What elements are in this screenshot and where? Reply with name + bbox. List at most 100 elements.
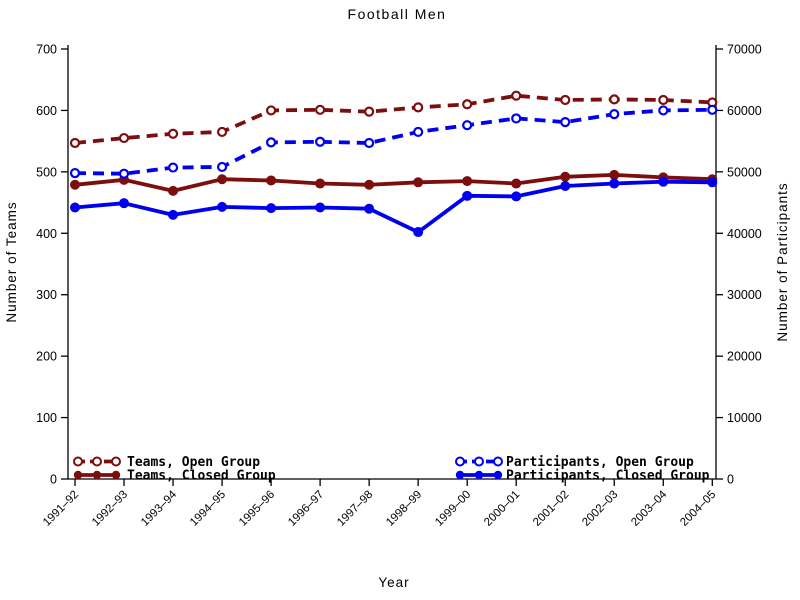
legend-sample-marker xyxy=(73,456,83,467)
series-marker-teams-closed-group xyxy=(217,174,228,185)
right-axis-tick-label: 30000 xyxy=(727,288,762,302)
left-axis-title: Number of Teams xyxy=(4,201,19,322)
series-marker-teams-closed-group xyxy=(70,179,80,190)
series-marker-participants-open-group xyxy=(658,105,669,116)
left-axis-tick-label: 400 xyxy=(36,227,57,241)
legend-sample-marker xyxy=(493,470,503,480)
series-marker-participants-closed-group xyxy=(462,190,473,201)
series-marker-participants-closed-group xyxy=(413,227,424,238)
chart-title: Football Men xyxy=(348,6,447,22)
series-marker-participants-open-group xyxy=(315,136,326,147)
left-axis-tick-label: 500 xyxy=(36,165,57,179)
series-marker-participants-open-group xyxy=(609,109,620,120)
legend-item-teams-open-group: Teams, Open Group xyxy=(73,455,260,470)
series-marker-participants-closed-group xyxy=(658,176,669,187)
left-axis-tick-label: 0 xyxy=(50,473,57,487)
left-axis-tick-label: 600 xyxy=(36,104,57,118)
series-marker-participants-closed-group xyxy=(217,201,228,212)
series-marker-participants-closed-group xyxy=(511,191,522,202)
series-marker-participants-open-group xyxy=(364,137,375,149)
series-marker-participants-open-group xyxy=(216,161,228,173)
series-marker-teams-open-group xyxy=(658,94,669,106)
right-axis-tick-label: 10000 xyxy=(727,411,762,425)
right-axis-tick-label: 50000 xyxy=(727,165,762,179)
series-marker-teams-open-group xyxy=(69,137,81,149)
legend-item-participants-open-group: Participants, Open Group xyxy=(455,455,694,470)
x-axis-tick-label: 1998–99 xyxy=(384,489,424,529)
right-axis-title: Number of Participants xyxy=(775,182,790,341)
legend-label: Teams, Open Group xyxy=(127,455,260,470)
series-marker-participants-closed-group xyxy=(119,198,130,209)
legend-sample-marker xyxy=(455,470,465,480)
series-marker-participants-open-group xyxy=(167,162,179,173)
series-marker-teams-open-group xyxy=(462,99,473,110)
series-marker-participants-closed-group xyxy=(364,203,375,214)
legend-label: Participants, Open Group xyxy=(506,455,694,470)
series-marker-teams-open-group xyxy=(511,90,522,101)
series-marker-participants-open-group xyxy=(265,137,277,148)
series-marker-participants-closed-group xyxy=(70,202,80,213)
series-marker-participants-closed-group xyxy=(315,202,326,213)
legend-sample-marker xyxy=(111,456,121,467)
x-axis-tick-label: 2001–02 xyxy=(531,489,571,529)
series-marker-teams-closed-group xyxy=(315,178,326,189)
left-axis-tick-label: 700 xyxy=(36,43,57,57)
series-marker-teams-closed-group xyxy=(511,178,522,189)
legend-item-participants-closed-group: Participants, Closed Group xyxy=(455,469,710,484)
series-marker-teams-open-group xyxy=(413,102,424,113)
series-marker-participants-closed-group xyxy=(609,178,620,189)
series-line-participants-closed-group xyxy=(74,179,713,235)
legend-label: Teams, Closed Group xyxy=(127,469,276,484)
x-axis-tick-label: 1999–00 xyxy=(433,489,473,529)
series-marker-teams-closed-group xyxy=(168,185,179,196)
series-line-participants-open-group xyxy=(74,107,713,176)
x-axis-tick-label: 2000–01 xyxy=(482,489,522,529)
legend-label: Participants, Closed Group xyxy=(506,469,710,484)
series-marker-participants-closed-group xyxy=(266,203,277,214)
series-marker-participants-open-group xyxy=(707,104,718,115)
legend-sample-marker xyxy=(73,470,83,480)
series-marker-teams-open-group xyxy=(560,94,571,106)
x-axis-tick-label: 1993–94 xyxy=(139,488,180,529)
legend-sample-marker xyxy=(455,456,465,467)
legend-sample-marker xyxy=(111,470,121,480)
series-marker-participants-closed-group xyxy=(168,209,179,220)
series-marker-participants-open-group xyxy=(560,116,571,128)
series-marker-participants-open-group xyxy=(413,126,424,138)
series-marker-teams-open-group xyxy=(216,126,228,138)
series-marker-participants-closed-group xyxy=(560,180,571,191)
legend-item-teams-closed-group: Teams, Closed Group xyxy=(73,469,276,484)
right-axis-tick-label: 40000 xyxy=(727,227,762,241)
series-marker-teams-closed-group xyxy=(462,176,473,187)
series-marker-participants-open-group xyxy=(118,168,130,179)
left-axis-tick-label: 100 xyxy=(36,411,57,425)
series-marker-teams-open-group xyxy=(167,128,179,139)
right-axis-tick-label: 70000 xyxy=(727,43,762,57)
series-line-teams-closed-group xyxy=(74,172,713,193)
right-axis-tick-label: 0 xyxy=(727,473,734,487)
legend-sample-marker xyxy=(493,456,503,467)
series-marker-teams-closed-group xyxy=(413,177,424,188)
series-marker-participants-open-group xyxy=(69,167,81,179)
x-axis-title: Year xyxy=(378,575,409,590)
x-axis-tick-label: 1991–92 xyxy=(41,489,81,529)
series-marker-teams-open-group xyxy=(315,104,326,115)
series-marker-teams-closed-group xyxy=(609,169,620,180)
series-marker-teams-open-group xyxy=(609,94,620,105)
series-marker-teams-closed-group xyxy=(364,179,375,190)
x-axis-tick-label: 1994–95 xyxy=(188,489,228,529)
series-marker-teams-open-group xyxy=(265,105,277,116)
x-axis-tick-label: 2003–04 xyxy=(629,488,670,529)
left-axis-tick-label: 300 xyxy=(36,288,57,302)
right-axis-tick-label: 20000 xyxy=(727,350,762,364)
legend-sample-marker xyxy=(474,456,484,467)
legend-sample-marker xyxy=(92,456,102,467)
series-marker-teams-closed-group xyxy=(266,175,277,186)
series-marker-participants-closed-group xyxy=(707,177,718,188)
left-axis-tick-label: 200 xyxy=(36,350,57,364)
x-axis-tick-label: 1995–96 xyxy=(237,489,277,529)
right-axis-tick-label: 60000 xyxy=(727,104,762,118)
